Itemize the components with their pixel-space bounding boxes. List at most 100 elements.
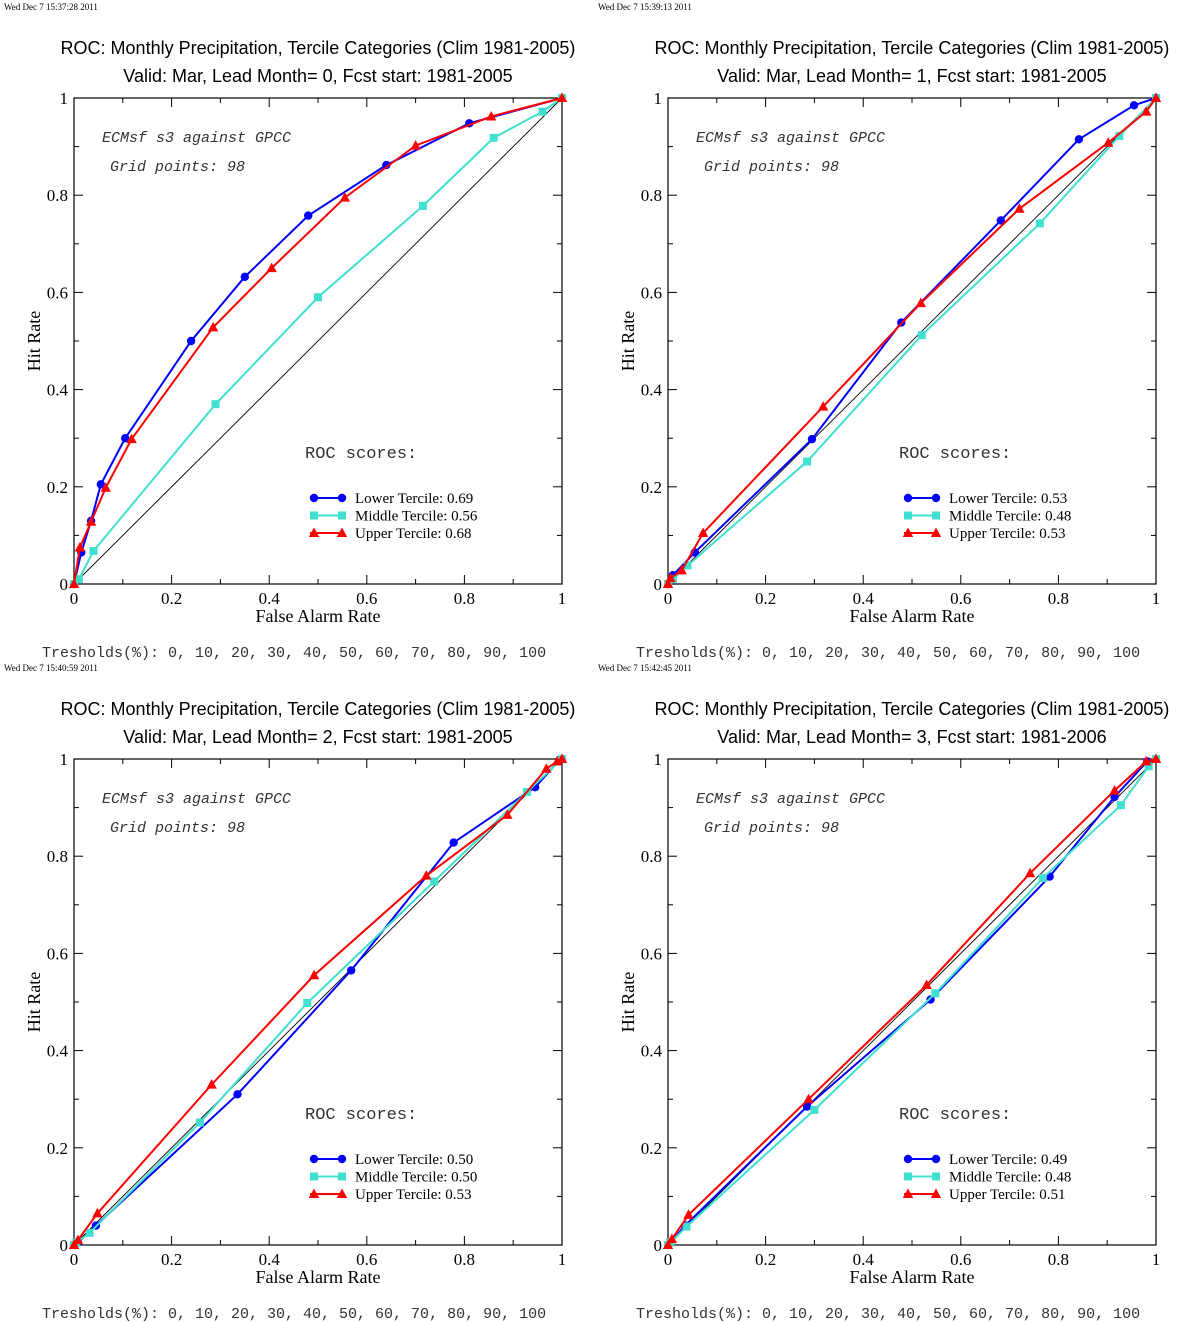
diagonal-reference-line — [73, 97, 563, 585]
series-2-point — [206, 1079, 217, 1089]
series-2-point — [803, 1093, 814, 1104]
series-0-point — [233, 1090, 242, 1099]
y-tick-label: 0.4 — [47, 1042, 69, 1061]
roc-panel-1: Wed Dec 7 15:39:13 2011 ROC: Monthly Prec… — [598, 2, 1169, 662]
legend-marker-1 — [932, 1172, 940, 1181]
chart-subtitle: Valid: Mar, Lead Month= 2, Fcst start: 1… — [123, 727, 512, 747]
y-tick-label: 1 — [60, 89, 69, 108]
legend-marker-2 — [308, 527, 320, 537]
series-2-point — [1150, 92, 1162, 102]
series-2-point — [683, 1209, 694, 1219]
legend-label-1: Middle Tercile: 0.48 — [949, 1170, 1071, 1186]
series-0-point — [304, 211, 313, 220]
series-0-point — [807, 434, 817, 444]
y-tick-label: 0.6 — [641, 283, 662, 302]
series-1-point — [917, 331, 926, 340]
series-1-point — [418, 201, 427, 210]
y-tick-label: 0.2 — [47, 478, 68, 497]
series-2-point — [421, 870, 432, 880]
series-1-point — [430, 877, 439, 886]
y-tick-label: 0.8 — [641, 847, 662, 866]
series-2-point — [666, 1233, 678, 1244]
series-2-point — [1150, 753, 1162, 763]
series-2-point — [72, 1234, 84, 1245]
series-1-point — [303, 998, 312, 1007]
y-tick-label: 1 — [60, 750, 69, 769]
grid-points-annotation: Grid points: 98 — [704, 820, 839, 837]
roc-panel-0: Wed Dec 7 15:37:28 2011 ROC: Monthly Prec… — [4, 2, 575, 662]
series-1-point — [803, 457, 812, 466]
x-tick-label: 0.6 — [950, 1250, 971, 1269]
series-0-point — [382, 160, 391, 170]
chart-subtitle: Valid: Mar, Lead Month= 0, Fcst start: 1… — [123, 66, 512, 86]
series-0-point — [802, 1102, 812, 1111]
legend-marker-2 — [336, 1188, 348, 1198]
chart-title: ROC: Monthly Precipitation, Tercile Cate… — [655, 699, 1170, 719]
series-2-point — [551, 755, 563, 766]
x-tick-label: 0.4 — [259, 1250, 281, 1269]
legend-marker-2 — [308, 1188, 320, 1198]
series-2-point — [556, 92, 568, 102]
series-2-point — [541, 763, 552, 773]
source-annotation: ECMsf s3 against GPCC — [102, 791, 291, 808]
y-axis-label: Hit Rate — [24, 972, 44, 1033]
series-1-point — [1115, 131, 1124, 140]
y-tick-label: 0.6 — [47, 283, 68, 302]
series-2-point — [486, 110, 497, 121]
series-2-point — [207, 321, 219, 332]
legend-label-0: Lower Tercile: 0.69 — [355, 491, 473, 507]
series-2-point — [662, 578, 674, 588]
y-tick-label: 0.6 — [641, 944, 662, 963]
x-tick-label: 0.6 — [356, 589, 377, 608]
roc-panel-3: Wed Dec 7 15:42:45 2011 ROC: Monthly Prec… — [598, 663, 1169, 1322]
legend-marker-0 — [337, 1154, 347, 1164]
x-tick-label: 0.6 — [950, 589, 971, 608]
y-tick-label: 0.8 — [47, 186, 68, 205]
legend-label-2: Upper Tercile: 0.51 — [949, 1187, 1066, 1203]
y-axis-label: Hit Rate — [618, 972, 638, 1033]
series-2-point — [1024, 867, 1036, 878]
series-2-point — [410, 140, 421, 150]
series-1-point — [195, 1118, 204, 1127]
thresholds-text: Tresholds(%): 0, 10, 20, 30, 40, 50, 60,… — [636, 645, 1140, 662]
chart-title: ROC: Monthly Precipitation, Tercile Cate… — [61, 699, 576, 719]
x-tick-label: 0 — [664, 589, 673, 608]
y-tick-label: 1 — [654, 750, 663, 769]
series-0-point — [240, 272, 249, 282]
x-tick-label: 0.2 — [161, 1250, 182, 1269]
legend-marker-0 — [903, 493, 913, 503]
x-tick-label: 0.2 — [755, 1250, 776, 1269]
diagonal-reference-line — [73, 758, 563, 1246]
legend-marker-2 — [902, 527, 914, 537]
series-0-point — [1129, 101, 1139, 110]
series-2-point — [502, 809, 513, 819]
timestamp: Wed Dec 7 15:40:59 2011 — [4, 663, 98, 673]
x-tick-label: 1 — [558, 589, 567, 608]
series-0-point — [996, 216, 1006, 225]
thresholds-text: Tresholds(%): 0, 10, 20, 30, 40, 50, 60,… — [42, 645, 546, 662]
x-tick-label: 0.6 — [356, 1250, 377, 1269]
legend-marker-0 — [931, 493, 941, 503]
x-tick-label: 0.4 — [259, 589, 281, 608]
chart-subtitle: Valid: Mar, Lead Month= 3, Fcst start: 1… — [717, 727, 1106, 747]
series-1-point — [1116, 801, 1125, 810]
legend-marker-2 — [336, 527, 348, 537]
series-2-point — [308, 969, 320, 980]
series-1-point — [1035, 219, 1044, 228]
y-tick-label: 0.4 — [47, 381, 69, 400]
series-0-point — [1110, 792, 1119, 802]
roc-scores-heading: ROC scores: — [899, 445, 1011, 464]
series-2-point — [1109, 785, 1120, 795]
series-1-point — [74, 575, 83, 584]
x-tick-label: 0.8 — [1048, 589, 1069, 608]
series-2-point — [85, 516, 97, 526]
y-tick-label: 0.2 — [641, 1139, 662, 1158]
series-2-point — [556, 753, 568, 763]
x-tick-label: 0 — [70, 589, 79, 608]
series-2-point — [697, 527, 709, 537]
series-2-point — [676, 564, 687, 575]
grid-points-annotation: Grid points: 98 — [110, 820, 245, 837]
series-1-point — [538, 107, 547, 116]
series-1-point — [931, 989, 940, 998]
x-tick-label: 0.2 — [755, 589, 776, 608]
